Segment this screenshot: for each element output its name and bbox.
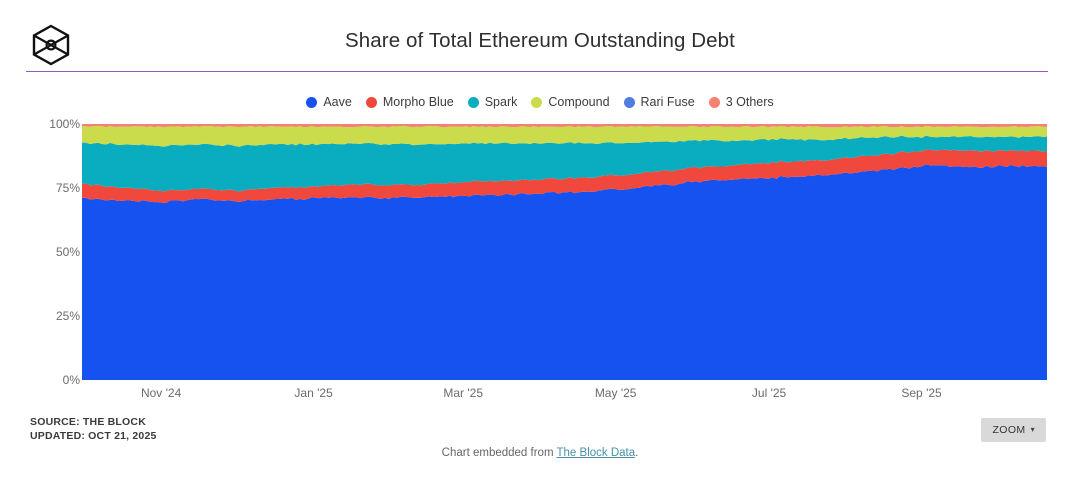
legend-label: Morpho Blue <box>382 95 454 109</box>
chart-header: Share of Total Ethereum Outstanding Debt <box>0 0 1080 72</box>
y-axis-tick-label: 25% <box>55 309 80 323</box>
area-series-compound <box>82 125 1047 147</box>
x-axis-tick-label: Nov '24 <box>140 386 182 400</box>
x-axis-tick-label: Sep '25 <box>901 386 942 400</box>
stacked-area-chart[interactable] <box>82 124 1047 380</box>
area-series-aave <box>82 164 1047 380</box>
area-series-morpho-blue <box>82 149 1047 203</box>
x-axis: Nov '24 Jan '25 Mar '25 May '25 Jul '25 Sep '… <box>82 386 1047 406</box>
legend-item-3-others[interactable]: 3 Others <box>708 95 774 109</box>
legend-item-aave[interactable]: Aave <box>306 95 352 109</box>
source-credit: SOURCE: THE BLOCK UPDATED: OCT 21, 2025 <box>30 415 157 443</box>
legend-item-compound[interactable]: Compound <box>531 95 610 109</box>
zoom-button-label: ZOOM <box>992 424 1026 436</box>
legend-label: Compound <box>548 95 610 109</box>
legend-swatch-icon <box>467 96 479 108</box>
chart-legend: Aave Morpho Blue Spark Compound Rari Fuse 3 O… <box>0 95 1080 109</box>
y-axis-tick-label: 100% <box>49 117 80 131</box>
source-line: SOURCE: THE BLOCK <box>30 416 146 428</box>
zoom-button[interactable]: ZOOM ▾ <box>981 418 1046 442</box>
embed-suffix: . <box>635 447 639 459</box>
the-block-cube-logo <box>30 24 72 66</box>
y-axis-tick-label: 75% <box>55 181 80 195</box>
the-block-data-link[interactable]: The Block Data <box>556 447 636 459</box>
x-axis-tick-label: Jul '25 <box>751 386 787 400</box>
legend-label: 3 Others <box>725 95 774 109</box>
page-title: Share of Total Ethereum Outstanding Debt <box>345 29 735 52</box>
legend-item-morpho-blue[interactable]: Morpho Blue <box>365 95 454 109</box>
embed-attribution: Chart embedded from The Block Data. <box>0 447 1080 459</box>
legend-swatch-icon <box>365 96 377 108</box>
embed-prefix: Chart embedded from <box>441 447 557 459</box>
legend-label: Spark <box>484 95 518 109</box>
y-axis: 100% 75% 50% 25% 0% <box>28 117 80 387</box>
plot-area: 100% 75% 50% 25% 0% Nov '24 Jan '25 Mar '25 May… <box>0 117 1080 400</box>
x-axis-tick-label: May '25 <box>594 386 637 400</box>
y-axis-tick-label: 50% <box>55 245 80 259</box>
legend-item-spark[interactable]: Spark <box>467 95 518 109</box>
legend-swatch-icon <box>623 96 635 108</box>
legend-item-rari-fuse[interactable]: Rari Fuse <box>623 95 695 109</box>
legend-label: Aave <box>323 95 352 109</box>
x-axis-tick-label: Jan '25 <box>294 386 333 400</box>
legend-swatch-icon <box>306 96 318 108</box>
y-axis-tick-label: 0% <box>62 373 80 387</box>
area-series-3-others <box>82 124 1047 128</box>
header-divider <box>26 71 1048 72</box>
updated-line: UPDATED: OCT 21, 2025 <box>30 430 157 442</box>
area-series-spark <box>82 135 1047 192</box>
legend-swatch-icon <box>708 96 720 108</box>
legend-label: Rari Fuse <box>640 95 695 109</box>
legend-swatch-icon <box>531 96 543 108</box>
chevron-down-icon: ▾ <box>1030 425 1035 434</box>
x-axis-tick-label: Mar '25 <box>443 386 483 400</box>
